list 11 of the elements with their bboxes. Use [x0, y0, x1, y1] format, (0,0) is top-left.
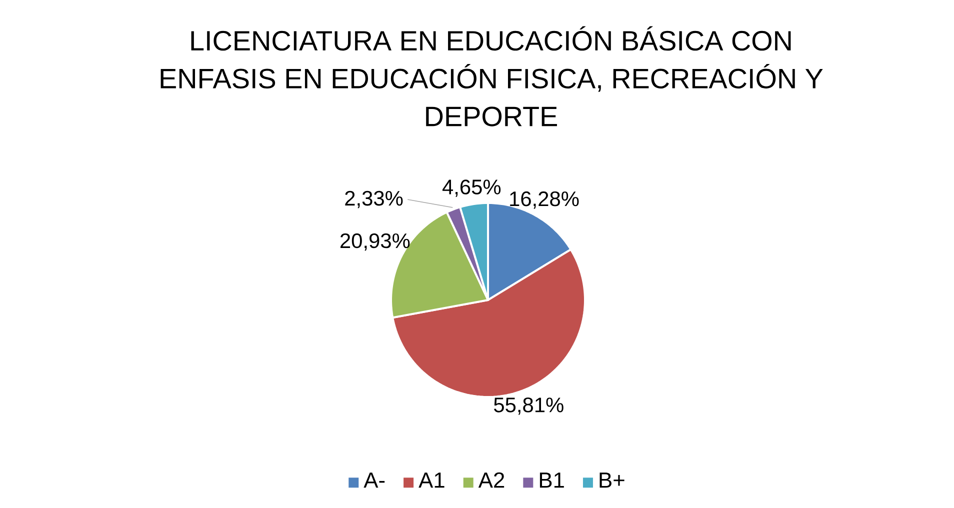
legend-label: A- — [364, 472, 385, 488]
data-label: 16,28% — [510, 191, 579, 209]
chart-title: LICENCIATURA EN EDUCACIÓN BÁSICA CON ENFASIS EN EDUCACIÓN FISICA, RECREACIÓN Y DEPORTE — [160, 26, 823, 126]
legend-label: A1 — [418, 472, 444, 488]
legend-label: A2 — [478, 472, 504, 488]
legend-label: B+ — [600, 472, 624, 488]
data-label: 55,81% — [494, 398, 564, 415]
legend-label: B1 — [540, 472, 564, 488]
data-label: 2,33% — [345, 190, 403, 208]
data-label: 20,93% — [340, 233, 410, 251]
data-label: 4,65% — [442, 180, 501, 197]
